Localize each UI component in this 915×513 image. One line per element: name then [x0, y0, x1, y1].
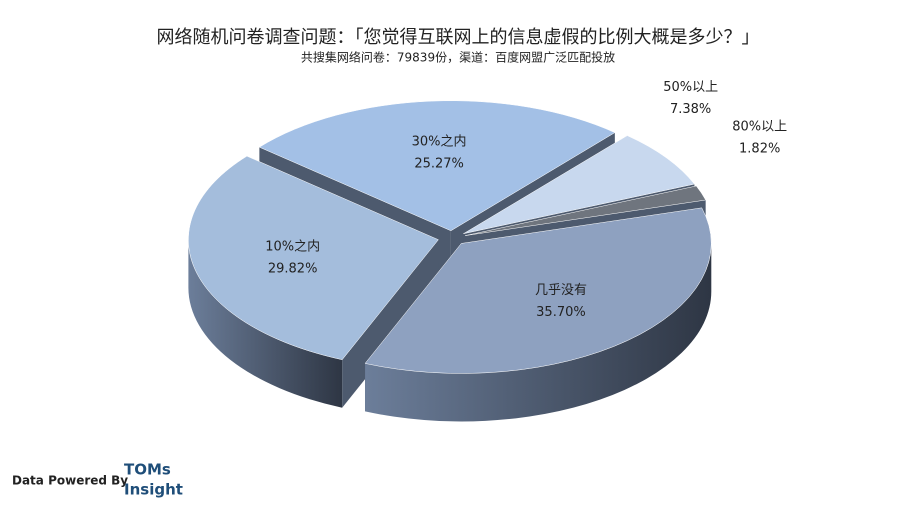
- value-label: 35.70%: [536, 305, 586, 320]
- value-label: 7.38%: [670, 102, 711, 117]
- credit: Data Powered By: [12, 474, 128, 488]
- slice-label: 10%之内: [265, 239, 320, 255]
- slice: [364, 207, 712, 422]
- chart-subtitle: 共搜集网络问卷：79839份，渠道：百度网盟广泛匹配投放: [301, 50, 615, 65]
- value-label: 1.82%: [739, 141, 780, 156]
- slice-label: 80%以上: [732, 119, 787, 134]
- brand: TOMs: [124, 461, 171, 479]
- chart-title: 网络随机问卷调查问题：「您觉得互联网上的信息虚假的比例大概是多少？」: [157, 27, 760, 48]
- value-label: 29.82%: [268, 262, 318, 277]
- slice-label: 50%以上: [663, 80, 718, 95]
- slice-wall: [365, 243, 712, 422]
- slice-wall: [188, 239, 343, 408]
- value-label: 25.27%: [414, 156, 464, 171]
- slice-label: 几乎没有: [535, 283, 587, 298]
- pie-slice: [465, 185, 707, 236]
- pie-slice: [258, 100, 616, 232]
- pie-slice: [364, 207, 712, 374]
- pie-slice: [463, 135, 695, 234]
- pie-slice: [188, 155, 439, 360]
- brand: Insight: [124, 481, 183, 499]
- slice-label: 30%之内: [412, 133, 467, 149]
